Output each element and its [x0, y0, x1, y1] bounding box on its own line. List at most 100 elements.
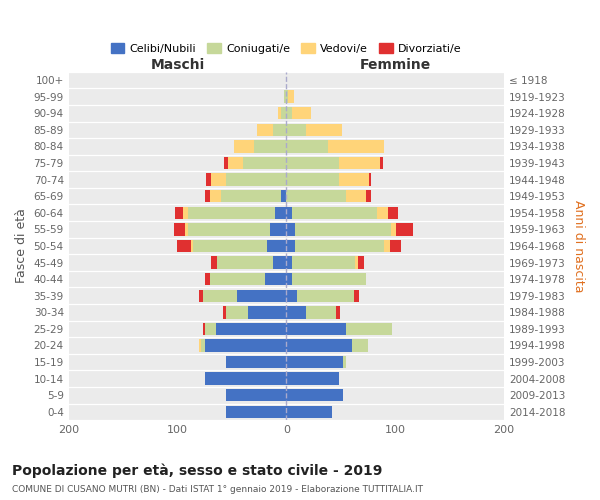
Bar [328, 140, 384, 152]
Bar [226, 406, 286, 418]
Bar [297, 290, 354, 302]
Bar [292, 273, 366, 285]
Y-axis label: Anni di nascita: Anni di nascita [572, 200, 585, 292]
Bar [338, 157, 380, 169]
Bar [306, 306, 337, 318]
Bar [265, 273, 286, 285]
Bar [366, 190, 371, 202]
Text: Maschi: Maschi [151, 58, 205, 72]
Bar [199, 340, 202, 351]
Text: COMUNE DI CUSANO MUTRI (BN) - Dati ISTAT 1° gennaio 2019 - Elaborazione TUTTITAL: COMUNE DI CUSANO MUTRI (BN) - Dati ISTAT… [12, 485, 423, 494]
Bar [286, 290, 297, 302]
Bar [226, 174, 286, 186]
Bar [295, 240, 384, 252]
Bar [202, 340, 205, 351]
Bar [286, 190, 346, 202]
Bar [292, 107, 311, 120]
Bar [270, 223, 286, 235]
Bar [286, 256, 292, 269]
Bar [174, 223, 185, 235]
Bar [234, 140, 254, 152]
Bar [215, 322, 286, 335]
Bar [337, 306, 340, 318]
Bar [273, 256, 286, 269]
Bar [191, 240, 193, 252]
Bar [286, 140, 328, 152]
Bar [292, 256, 355, 269]
Bar [286, 340, 352, 351]
Bar [380, 157, 383, 169]
Bar [292, 206, 377, 219]
Bar [205, 273, 210, 285]
Bar [205, 190, 210, 202]
Bar [281, 190, 286, 202]
Bar [286, 273, 292, 285]
Bar [188, 223, 270, 235]
Bar [289, 90, 294, 103]
Bar [267, 240, 286, 252]
Bar [346, 322, 392, 335]
Bar [199, 290, 203, 302]
Text: Femmine: Femmine [359, 58, 431, 72]
Bar [286, 206, 292, 219]
Bar [369, 174, 371, 186]
Bar [226, 389, 286, 402]
Bar [193, 240, 267, 252]
Bar [286, 356, 343, 368]
Bar [238, 290, 286, 302]
Bar [358, 256, 364, 269]
Bar [203, 290, 238, 302]
Bar [284, 90, 286, 103]
Bar [226, 306, 248, 318]
Bar [343, 356, 346, 368]
Bar [396, 223, 413, 235]
Bar [286, 306, 306, 318]
Bar [352, 340, 368, 351]
Bar [203, 322, 205, 335]
Bar [248, 306, 286, 318]
Bar [178, 240, 191, 252]
Bar [175, 206, 183, 219]
Bar [286, 107, 292, 120]
Bar [254, 140, 286, 152]
Bar [211, 174, 226, 186]
Bar [295, 223, 391, 235]
Bar [210, 190, 221, 202]
Bar [226, 356, 286, 368]
Bar [281, 107, 286, 120]
Bar [286, 372, 338, 385]
Bar [217, 256, 273, 269]
Bar [188, 206, 275, 219]
Bar [306, 124, 342, 136]
Bar [286, 157, 338, 169]
Bar [257, 124, 273, 136]
Bar [185, 223, 188, 235]
Bar [206, 174, 211, 186]
Bar [389, 240, 401, 252]
Bar [388, 206, 398, 219]
Bar [221, 190, 281, 202]
Bar [338, 174, 369, 186]
Bar [273, 124, 286, 136]
Bar [346, 190, 366, 202]
Bar [205, 340, 286, 351]
Bar [275, 206, 286, 219]
Bar [210, 273, 265, 285]
Bar [286, 406, 332, 418]
Bar [286, 240, 295, 252]
Bar [286, 90, 289, 103]
Bar [286, 223, 295, 235]
Bar [286, 124, 306, 136]
Bar [224, 157, 227, 169]
Text: Popolazione per età, sesso e stato civile - 2019: Popolazione per età, sesso e stato civil… [12, 464, 382, 478]
Bar [243, 157, 286, 169]
Bar [205, 372, 286, 385]
Bar [278, 107, 281, 120]
Bar [377, 206, 388, 219]
Bar [286, 322, 346, 335]
Bar [355, 256, 358, 269]
Bar [183, 206, 188, 219]
Bar [211, 256, 217, 269]
Legend: Celibi/Nubili, Coniugati/e, Vedovi/e, Divorziati/e: Celibi/Nubili, Coniugati/e, Vedovi/e, Di… [106, 39, 466, 58]
Bar [227, 157, 243, 169]
